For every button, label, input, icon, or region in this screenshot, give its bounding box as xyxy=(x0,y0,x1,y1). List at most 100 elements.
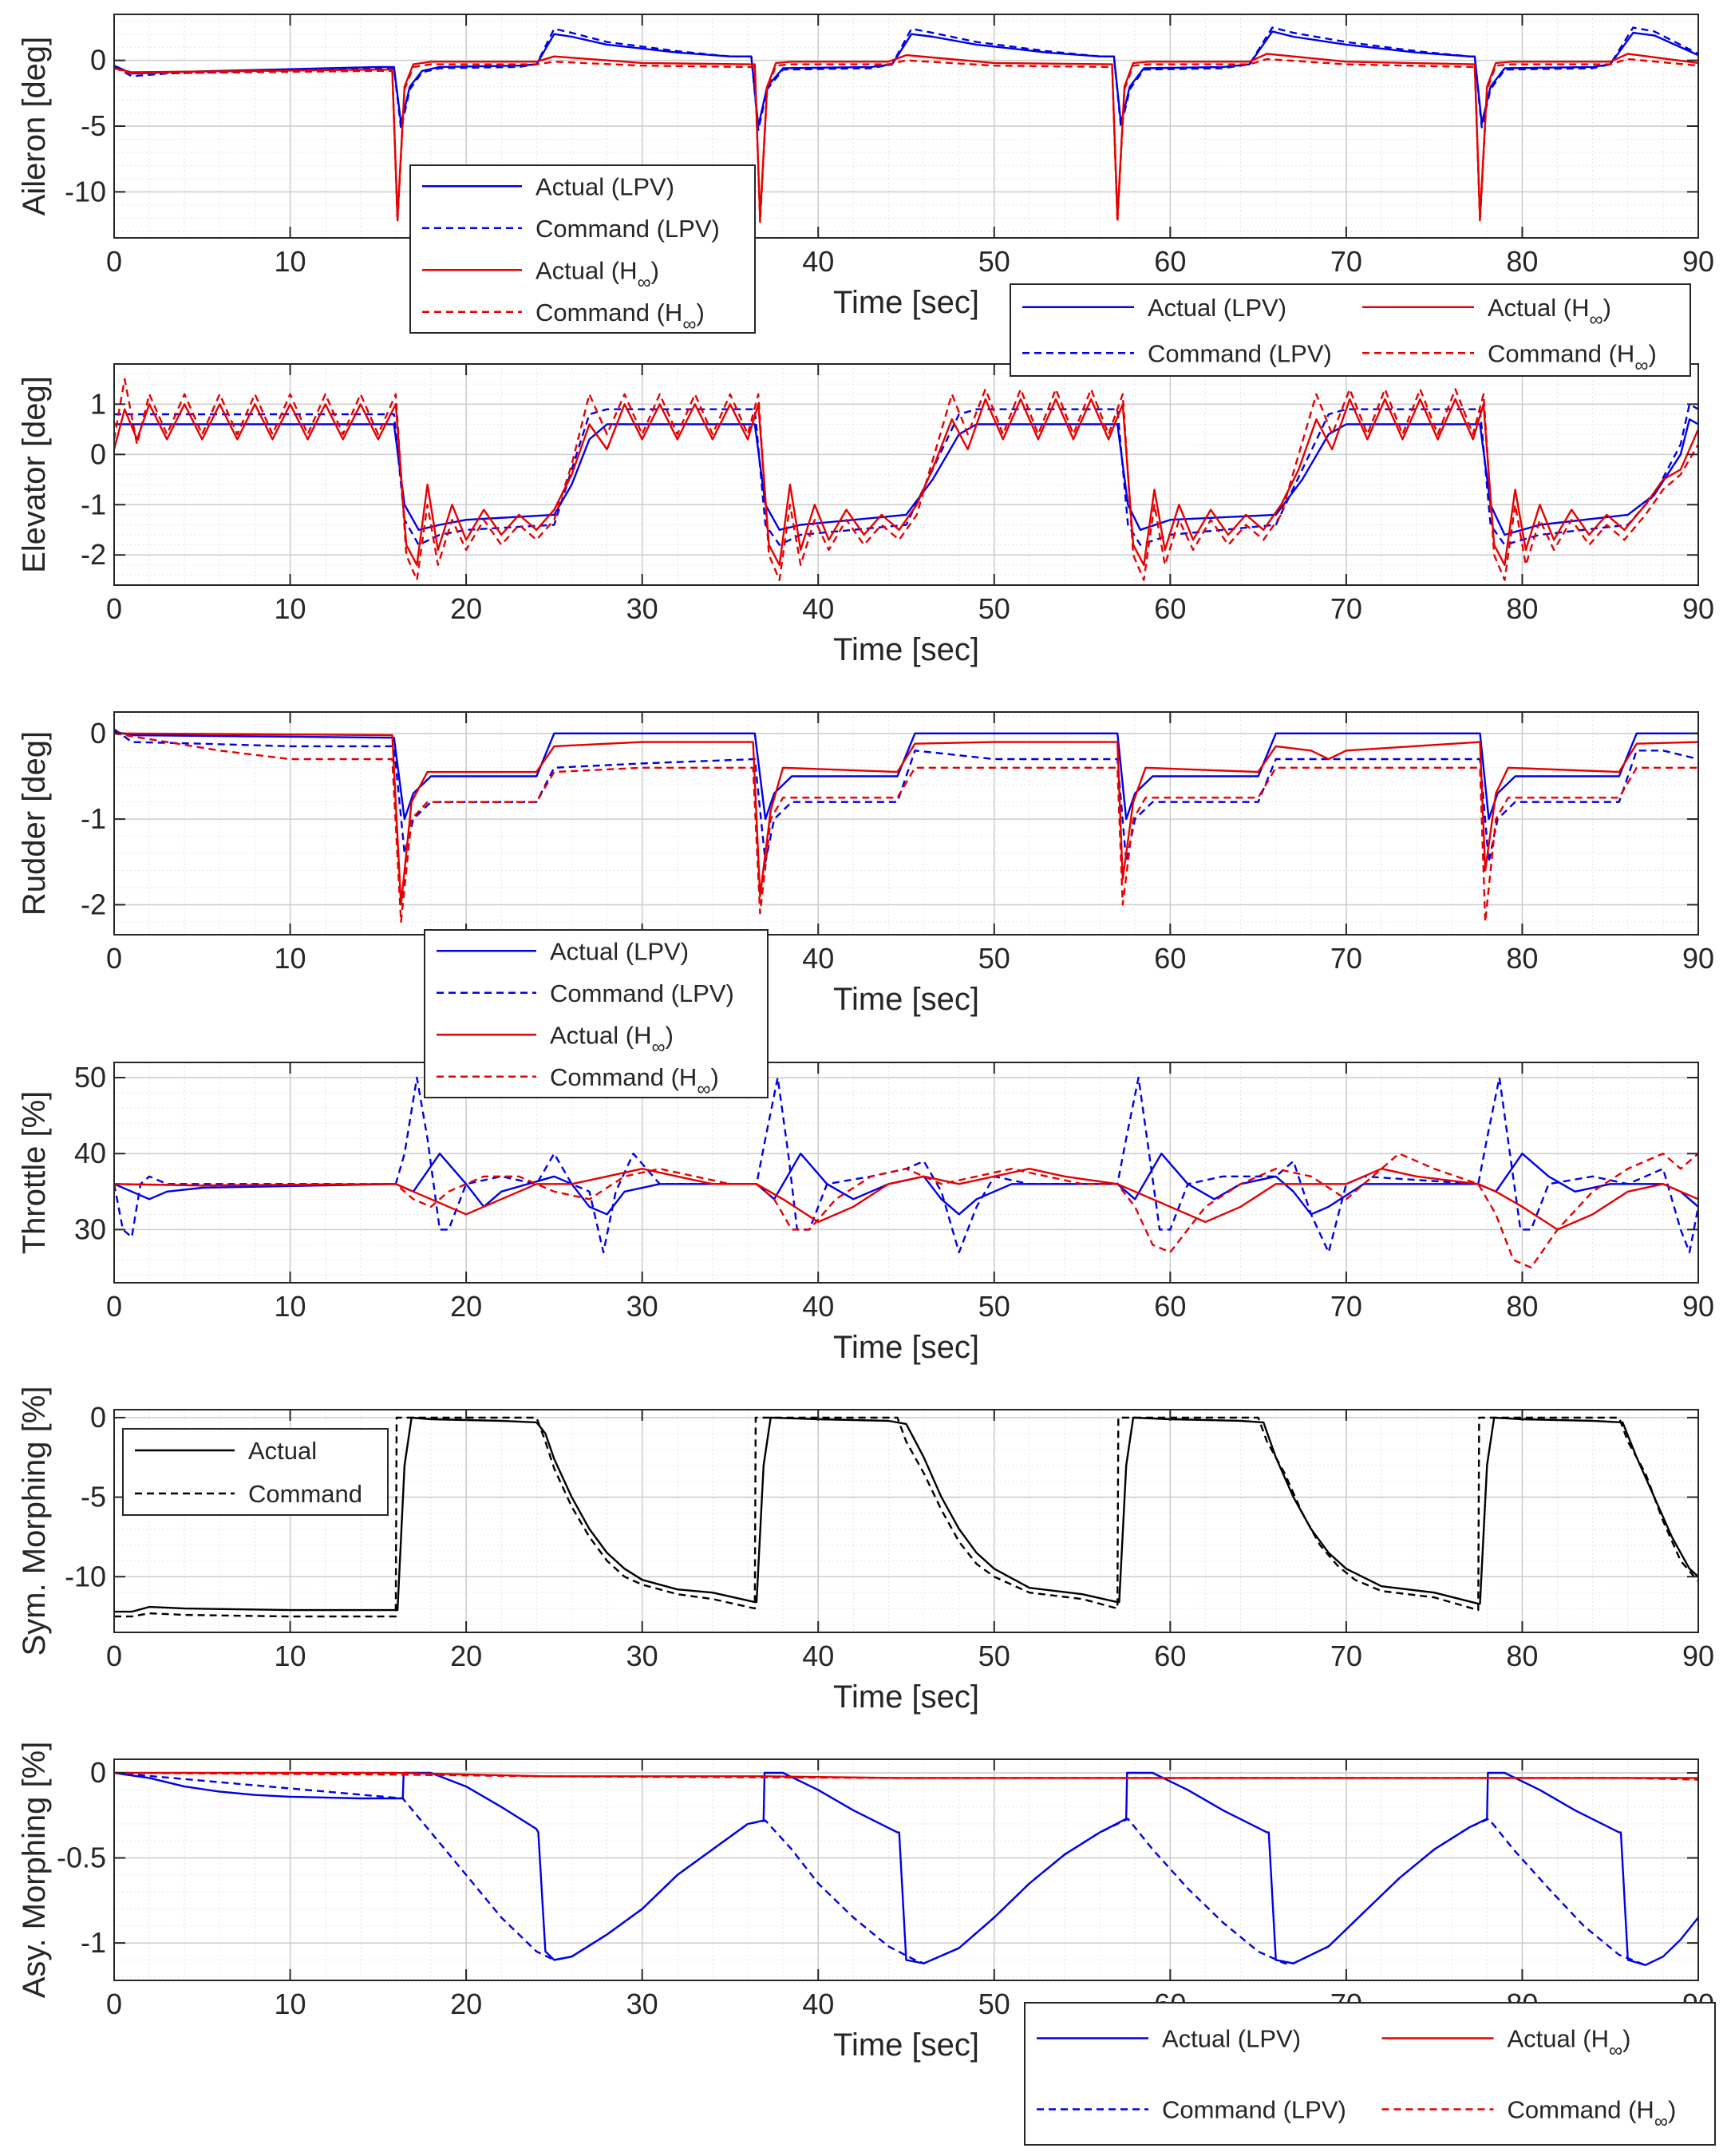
x-tick-label: 20 xyxy=(450,592,482,625)
x-tick-label: 30 xyxy=(626,1640,658,1672)
y-tick-label: 0 xyxy=(90,44,106,77)
x-tick-label: 50 xyxy=(978,245,1010,278)
series-line-2 xyxy=(113,1771,1646,1966)
x-tick-label: 20 xyxy=(450,1988,482,2020)
x-tick-label: 50 xyxy=(978,1290,1010,1323)
legend-box xyxy=(424,929,769,1098)
series-line-4 xyxy=(113,1771,1699,1781)
y-axis-label: Rudder [deg] xyxy=(17,731,52,916)
x-axis-label: Time [sec] xyxy=(833,2027,979,2063)
series-line-3 xyxy=(113,53,1699,220)
x-tick-label: 40 xyxy=(802,1640,834,1672)
y-axis-label: Throttle [%] xyxy=(17,1091,52,1255)
y-tick-label: -0.5 xyxy=(57,1842,106,1874)
x-tick-label: 70 xyxy=(1330,592,1362,625)
y-axis-label: Elevator [deg] xyxy=(17,376,52,573)
y-tick-label: -10 xyxy=(65,175,106,208)
x-tick-label: 60 xyxy=(1154,1290,1186,1323)
x-tick-label: 70 xyxy=(1330,1290,1362,1323)
series-line-4 xyxy=(113,1153,1699,1269)
legend-entry-label: Actual xyxy=(248,1437,317,1465)
series-line-3 xyxy=(113,1168,1699,1231)
x-tick-label: 0 xyxy=(106,592,122,625)
x-tick-label: 40 xyxy=(802,1988,834,2020)
plot-area xyxy=(114,364,1698,585)
x-tick-label: 50 xyxy=(978,592,1010,625)
y-tick-label: 50 xyxy=(74,1061,106,1094)
x-tick-label: 90 xyxy=(1682,942,1714,975)
asy-legend: Actual (LPV)Command (LPV)Actual (H∞)Comm… xyxy=(1024,2002,1716,2146)
legend-entry-label: Command xyxy=(248,1480,362,1508)
x-tick-label: 10 xyxy=(275,1290,306,1323)
series-line-1 xyxy=(114,1416,1699,1613)
y-tick-label: -5 xyxy=(81,1481,106,1513)
y-axis-label: Aileron [deg] xyxy=(17,37,52,216)
y-tick-label: -5 xyxy=(81,109,106,142)
x-tick-label: 90 xyxy=(1682,592,1714,625)
aileron-legend: Actual (LPV)Command (LPV)Actual (H∞)Comm… xyxy=(409,164,756,335)
y-axis-label: Asy. Morphing [%] xyxy=(17,1742,52,1999)
x-tick-label: 80 xyxy=(1506,245,1538,278)
elevator-panel: 0 10 20 30 40 50 60 70 80 90 -2 -1 0 1 Time [sec] Eleva… xyxy=(17,363,1714,667)
x-tick-label: 70 xyxy=(1330,1640,1362,1672)
x-tick-label: 80 xyxy=(1506,592,1538,625)
y-tick-label: -1 xyxy=(81,1926,106,1959)
y-tick-label: 30 xyxy=(74,1213,106,1245)
x-tick-label: 10 xyxy=(275,245,306,278)
series-line-3 xyxy=(113,732,1699,906)
series-line-2 xyxy=(113,1076,1700,1254)
y-tick-label: 40 xyxy=(74,1137,106,1169)
legend-entry-label: Actual (LPV) xyxy=(1148,294,1286,322)
x-tick-label: 50 xyxy=(978,942,1010,975)
plot-area xyxy=(114,712,1698,935)
legend-box xyxy=(1010,283,1691,377)
x-tick-label: 60 xyxy=(1154,942,1186,975)
x-axis-label: Time [sec] xyxy=(833,285,979,320)
legend-box xyxy=(122,1428,389,1516)
x-tick-label: 70 xyxy=(1330,245,1362,278)
major-grid xyxy=(113,14,1699,238)
y-axis-label: Sym. Morphing [%] xyxy=(17,1387,52,1656)
axes-frame xyxy=(113,363,1699,586)
major-grid xyxy=(113,364,1699,585)
elevator-legend: Actual (LPV)Command (LPV)Actual (H∞)Comm… xyxy=(1010,283,1691,377)
x-tick-label: 80 xyxy=(1506,1640,1538,1672)
legend-entry-label: Actual (LPV) xyxy=(535,172,674,200)
x-tick-label: 60 xyxy=(1154,592,1186,625)
x-axis-label: Time [sec] xyxy=(833,632,979,667)
x-tick-label: 0 xyxy=(106,1290,122,1323)
x-tick-label: 0 xyxy=(106,1640,122,1672)
series-line-4 xyxy=(113,378,1700,581)
x-tick-label: 0 xyxy=(106,1988,122,2020)
x-tick-label: 20 xyxy=(450,1290,482,1323)
y-tick-label: -1 xyxy=(81,802,106,835)
x-tick-label: 40 xyxy=(802,1290,834,1323)
x-tick-label: 10 xyxy=(275,942,306,975)
legend-box xyxy=(1024,2002,1716,2146)
x-tick-label: 40 xyxy=(802,245,834,278)
x-tick-label: 30 xyxy=(626,1988,658,2020)
axes-frame xyxy=(113,711,1699,936)
series-line-2 xyxy=(114,1416,1699,1618)
x-tick-label: 90 xyxy=(1682,1640,1714,1672)
axes-frame xyxy=(113,1409,1699,1633)
x-tick-label: 70 xyxy=(1330,942,1362,975)
y-tick-label: 0 xyxy=(90,717,106,750)
x-tick-label: 90 xyxy=(1682,1290,1714,1323)
x-tick-label: 90 xyxy=(1682,245,1714,278)
sym-panel: 0 10 20 30 40 50 60 70 80 90 -10 -5 0 Time [sec] Sym. … xyxy=(17,1387,1714,1715)
axes-frame xyxy=(113,1062,1699,1284)
x-tick-label: 20 xyxy=(450,1640,482,1672)
y-tick-label: -2 xyxy=(81,888,106,920)
x-tick-label: 0 xyxy=(106,245,122,278)
legend-entry-label: Actual (LPV) xyxy=(1162,2025,1301,2053)
y-tick-label: 0 xyxy=(90,437,106,470)
x-tick-label: 60 xyxy=(1154,245,1186,278)
throttle-panel: 0 10 20 30 40 50 60 70 80 90 30 40 50 Time [sec] Throt… xyxy=(17,1061,1714,1365)
x-tick-label: 50 xyxy=(978,1640,1010,1672)
x-axis-label: Time [sec] xyxy=(833,1330,979,1365)
